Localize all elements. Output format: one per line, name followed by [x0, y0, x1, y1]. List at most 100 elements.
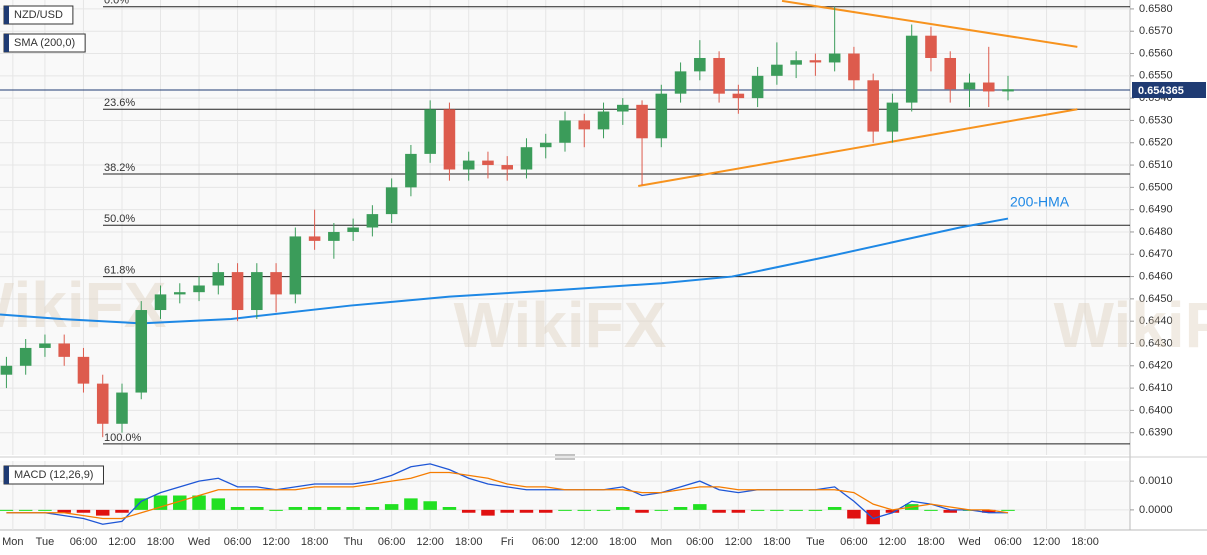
candle-body: [790, 60, 802, 65]
histogram-bar: [346, 507, 360, 510]
x-tick-label: 06:00: [70, 536, 98, 548]
histogram-bar: [0, 509, 14, 511]
histogram-bar: [442, 507, 457, 510]
legend-box: NZD/USD: [3, 5, 74, 25]
last-price-label: 0.654365: [1138, 85, 1184, 97]
histogram-bar: [269, 509, 283, 511]
histogram-bar: [153, 495, 168, 510]
candle-body: [925, 35, 937, 58]
trendline: [638, 108, 1078, 188]
histogram-bar: [95, 509, 110, 516]
histogram-bar: [654, 509, 669, 511]
candle-body: [828, 53, 841, 63]
macd-line: [6, 471, 1009, 520]
histogram-bar: [538, 509, 553, 513]
candle-body: [636, 104, 648, 139]
y-tick-label: 0.6460: [1139, 270, 1173, 282]
candle-body: [597, 111, 610, 130]
histogram-bar: [192, 495, 206, 510]
histogram-bar: [577, 509, 592, 511]
macd-panel: 0.0000 0.0010 MACD (12,26,9): [0, 463, 1173, 525]
histogram-bar: [327, 507, 341, 510]
candle-body: [385, 187, 398, 215]
x-tick-label: 18:00: [301, 536, 329, 548]
histogram-bar: [558, 509, 572, 511]
candle-body: [732, 93, 745, 99]
candle-body: [77, 356, 90, 384]
candle-body: [135, 310, 148, 393]
histogram-bar: [115, 509, 129, 513]
x-tick-label: Thu: [344, 536, 363, 548]
x-tick-label: 06:00: [994, 536, 1022, 548]
histogram-bar: [461, 509, 476, 513]
candle-body: [19, 347, 32, 366]
candle-body: [905, 35, 918, 103]
histogram-bar: [673, 507, 688, 510]
fib-level-label: 61.8%: [104, 264, 135, 276]
last-price-box: [1132, 81, 1206, 98]
histogram-bar: [18, 509, 33, 511]
y-tick-label: 0.6450: [1139, 293, 1173, 305]
y-tick-label: 0.6480: [1139, 226, 1173, 238]
candle-body: [867, 80, 879, 132]
histogram-bar: [712, 509, 726, 513]
fib-level-label: 0.0%: [104, 0, 129, 7]
candle-body: [655, 93, 668, 139]
candle-body: [308, 236, 321, 241]
candle-body: [520, 147, 533, 170]
histogram-bar: [384, 504, 399, 510]
histogram-bar: [38, 509, 52, 511]
legend-text: SMA (200,0): [14, 37, 75, 49]
y-tick-label: 0.6580: [1139, 3, 1173, 15]
candle-body: [58, 343, 70, 357]
x-tick-label: 06:00: [840, 536, 868, 548]
candle-body: [366, 214, 379, 228]
histogram-bar: [847, 509, 861, 519]
histogram-bar: [635, 509, 649, 513]
candle-body: [771, 64, 783, 76]
y-tick-label: 0.6430: [1139, 337, 1173, 349]
y-tick-label: 0.6420: [1139, 360, 1173, 372]
y-tick-label: 0.6400: [1139, 404, 1173, 416]
candle-body: [482, 160, 494, 166]
y-tick-label: 0.6470: [1139, 248, 1173, 260]
candle-body: [713, 57, 725, 94]
candle-body: [694, 57, 706, 72]
histogram-bar: [288, 507, 303, 510]
legend-box: MACD (12,26,9): [3, 465, 104, 485]
histogram-bar: [307, 507, 322, 510]
candle-body: [539, 142, 552, 148]
x-tick-label: 18:00: [609, 536, 637, 548]
x-tick-label: 18:00: [917, 536, 945, 548]
x-tick-label: Wed: [958, 536, 980, 548]
y-tick-label: 0.6560: [1139, 47, 1173, 59]
candle-body: [0, 365, 13, 375]
candle-body: [578, 120, 591, 130]
histogram-bar: [134, 498, 148, 510]
candle-body: [944, 57, 957, 90]
x-tick-label: 12:00: [1033, 536, 1061, 548]
candle-body: [405, 153, 417, 188]
histogram-bar: [924, 509, 938, 511]
histogram-bar: [789, 509, 803, 511]
histogram-bar: [885, 509, 900, 513]
histogram-bar: [693, 504, 707, 510]
histogram-bar: [596, 509, 611, 511]
y-tick-label: 0.6520: [1139, 137, 1173, 149]
histogram-bar: [76, 509, 91, 513]
candle-body: [154, 294, 167, 311]
candle-body: [289, 236, 302, 295]
y-tick-label: 0.6390: [1139, 427, 1173, 439]
histogram-bar: [365, 507, 380, 510]
candle-body: [193, 285, 205, 293]
x-tick-label: 12:00: [108, 536, 136, 548]
candle-body: [231, 272, 244, 311]
x-tick-label: Wed: [188, 536, 210, 548]
histogram-bar: [827, 507, 842, 510]
macd-line: [6, 463, 1009, 525]
candle-body: [116, 392, 128, 424]
y-tick-label: 0.6550: [1139, 70, 1173, 82]
x-tick-label: 06:00: [686, 536, 714, 548]
